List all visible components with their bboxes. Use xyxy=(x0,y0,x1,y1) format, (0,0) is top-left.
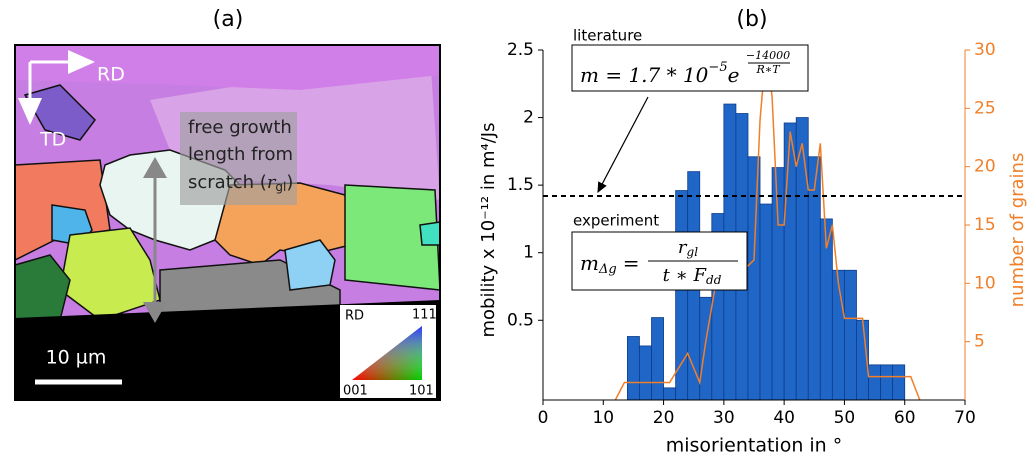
x-tick-label: 30 xyxy=(713,408,735,428)
bar xyxy=(639,345,652,401)
formula-denominator: R∗T xyxy=(755,63,781,76)
annotation-text: scratch ( xyxy=(188,172,267,193)
y2-tick-label: 10 xyxy=(974,273,996,293)
formula-subscript: Δg xyxy=(598,262,617,277)
ipf-triangle-overlay xyxy=(352,326,422,380)
x-tick-label: 50 xyxy=(834,408,856,428)
annotation-label: literature xyxy=(573,27,642,45)
bar xyxy=(868,364,881,401)
formula-part: m xyxy=(580,251,599,275)
bar xyxy=(807,156,821,401)
y2-tick-label: 30 xyxy=(974,40,996,60)
formula-box xyxy=(571,44,809,92)
annotation-symbol: r xyxy=(267,172,277,193)
annotation-line: scratch (rgl) xyxy=(188,172,293,194)
formula: mΔg = xyxy=(580,251,639,277)
y-tick-label: 1.5 xyxy=(507,175,534,195)
legend-corner: 101 xyxy=(409,384,434,399)
bar xyxy=(699,296,713,401)
bar xyxy=(747,156,761,401)
panel-label: (a) xyxy=(213,7,244,32)
x-tick-label: 10 xyxy=(592,408,614,428)
bar xyxy=(651,317,664,401)
x-axis-label: misorientation in ° xyxy=(666,435,843,457)
bar xyxy=(844,269,857,401)
y-tick-label: 2 xyxy=(523,108,534,128)
x-tick-label: 60 xyxy=(894,408,916,428)
bar xyxy=(759,203,773,401)
legend-corner: 111 xyxy=(412,308,437,323)
formula-subscript: gl xyxy=(687,245,699,259)
formula-numerator: rgl xyxy=(678,237,698,259)
formula-denominator: t ∗ Fdd xyxy=(663,265,722,287)
bar xyxy=(627,336,640,401)
y2-axis-label: number of grains xyxy=(1007,153,1028,308)
annotation-text: ) xyxy=(286,172,293,193)
bar xyxy=(771,167,785,401)
x-tick-label: 0 xyxy=(538,408,549,428)
annotation-arrow xyxy=(597,96,649,194)
x-tick-label: 40 xyxy=(773,408,795,428)
formula: m = 1.7 * 10−5e xyxy=(580,60,739,87)
bar xyxy=(831,269,845,401)
formula-numerator: −14000 xyxy=(746,49,790,62)
formula-part: e xyxy=(728,63,740,87)
bar xyxy=(880,364,894,401)
formula-part: = xyxy=(623,251,640,275)
rd-label: RD xyxy=(97,64,125,86)
formula-part: t ∗ F xyxy=(663,265,708,286)
bar xyxy=(783,122,797,401)
td-label: TD xyxy=(39,129,66,151)
y2-tick-label: 15 xyxy=(974,215,996,235)
bar xyxy=(663,387,677,401)
annotation-box xyxy=(180,112,297,205)
x-tick-label: 70 xyxy=(954,408,976,428)
y2-tick-label: 25 xyxy=(974,98,996,118)
x-tick-label: 20 xyxy=(653,408,675,428)
legend-corner: 001 xyxy=(343,384,368,399)
annotation-subscript: gl xyxy=(275,180,286,194)
bar xyxy=(892,364,906,401)
y2-tick-label: 5 xyxy=(974,332,985,352)
annotation-line: length from xyxy=(188,144,293,165)
annotation-label: experiment xyxy=(573,212,659,230)
formula-part: r xyxy=(678,237,688,258)
panel-label: (b) xyxy=(736,7,767,32)
formula-part: −5 xyxy=(708,60,727,75)
y-tick-label: 1 xyxy=(523,243,534,263)
legend-direction: RD xyxy=(345,309,364,324)
formula-part: m = 1.7 * 10 xyxy=(580,63,709,87)
grain-count-line xyxy=(614,49,921,401)
y-axis-label: mobility x 10⁻¹² in m⁴/Js xyxy=(478,123,499,338)
formula-subscript: dd xyxy=(706,273,722,287)
y2-tick-label: 20 xyxy=(974,157,996,177)
y-tick-label: 0.5 xyxy=(507,310,534,330)
scale-bar-label: 10 µm xyxy=(46,347,107,369)
y-tick-label: 2.5 xyxy=(507,40,534,60)
annotation-line: free growth xyxy=(188,117,292,138)
